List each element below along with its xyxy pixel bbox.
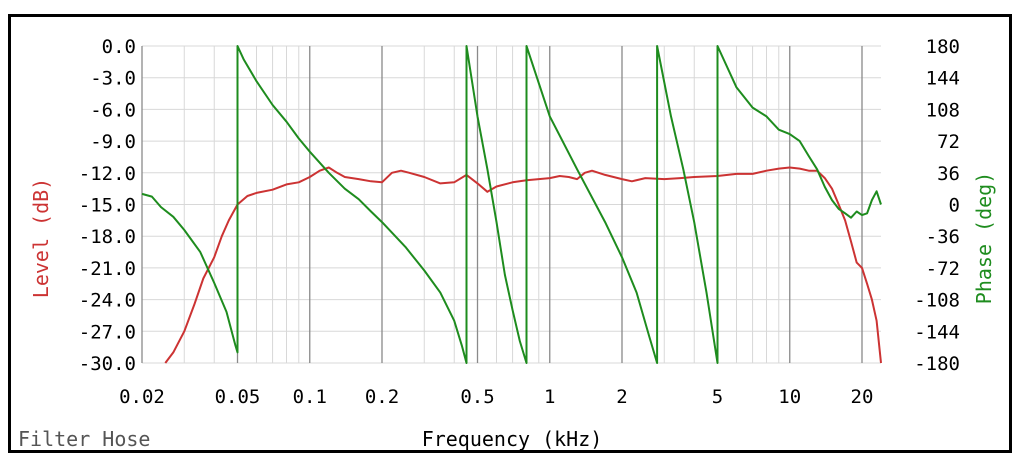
phase-series-line: [141, 45, 882, 364]
y-right-tick-label: 144: [926, 68, 960, 90]
x-tick-label: 0.2: [365, 386, 399, 408]
y-left-tick-label: 0.0: [102, 36, 136, 58]
y-left-tick-labels: 0.0 -3.0 -6.0 -9.0 -12.0 -15.0 -18.0 -21.0 -24.0…: [79, 36, 136, 375]
y-right-tick-label: -72: [926, 258, 960, 280]
y-right-tick-label: 108: [926, 99, 960, 121]
y-right-axis-title: Phase (deg): [972, 172, 996, 304]
x-tick-label: 0.02: [119, 386, 165, 408]
y-left-tick-label: -3.0: [90, 68, 136, 90]
series-layer: [141, 45, 882, 364]
y-right-tick-label: 72: [937, 131, 960, 153]
y-left-tick-label: -18.0: [79, 226, 136, 248]
x-tick-label: 0.1: [293, 386, 327, 408]
y-left-tick-label: -12.0: [79, 163, 136, 185]
y-left-tick-label: -24.0: [79, 290, 136, 312]
x-tick-label: 0.5: [460, 386, 494, 408]
grid-minor-lines: [142, 45, 881, 364]
chart-frame: [8, 14, 1012, 453]
level-series-line: [164, 166, 882, 364]
y-right-tick-label: -144: [914, 321, 960, 343]
x-tick-labels: 0.02 0.05 0.1 0.2 0.5 1 2 5 10 20: [119, 386, 873, 408]
y-right-tick-label: -108: [914, 290, 960, 312]
x-tick-label: 0.05: [215, 386, 261, 408]
y-left-tick-label: -21.0: [79, 258, 136, 280]
y-left-axis-title: Level (dB): [29, 178, 53, 298]
x-tick-label: 10: [778, 386, 801, 408]
y-left-tick-label: -6.0: [90, 99, 136, 121]
y-right-tick-label: 0: [949, 195, 960, 217]
x-tick-label: 2: [616, 386, 627, 408]
x-tick-label: 20: [851, 386, 874, 408]
footer-label: Filter Hose: [18, 427, 150, 451]
y-right-tick-label: 36: [937, 163, 960, 185]
y-right-tick-label: -36: [926, 226, 960, 248]
y-left-tick-label: -9.0: [90, 131, 136, 153]
y-right-tick-label: -180: [914, 353, 960, 375]
x-tick-label: 5: [712, 386, 723, 408]
y-right-tick-label: 180: [926, 36, 960, 58]
x-axis-title: Frequency (kHz): [422, 427, 603, 451]
y-right-tick-labels: 180 144 108 72 36 0 -36 -72 -108 -144 -180: [914, 36, 960, 375]
y-left-tick-label: -15.0: [79, 195, 136, 217]
y-left-tick-label: -30.0: [79, 353, 136, 375]
x-tick-label: 1: [544, 386, 555, 408]
y-left-tick-label: -27.0: [79, 321, 136, 343]
